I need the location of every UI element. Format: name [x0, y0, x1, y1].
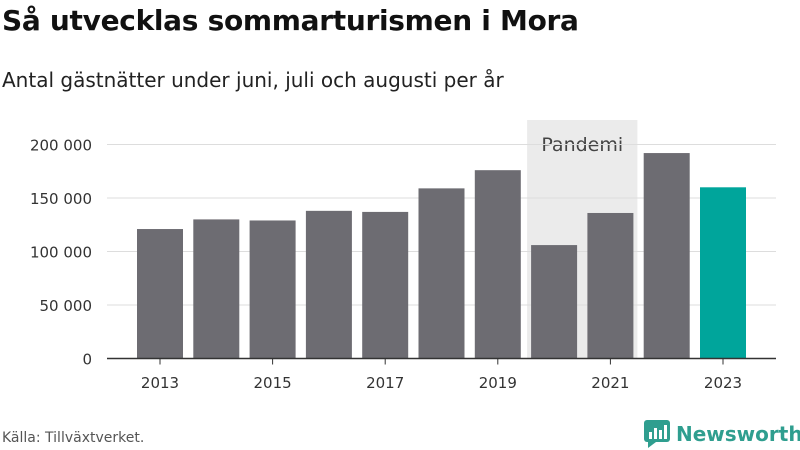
brand-name: Newsworthy — [676, 422, 800, 446]
bar-2014 — [193, 219, 240, 359]
source-note: Källa: Tillväxtverket. — [2, 430, 145, 446]
y-tick-label: 200 000 — [30, 137, 92, 155]
y-tick-label: 50 000 — [40, 297, 93, 315]
chart-subtitle: Antal gästnätter under juni, juli och au… — [2, 68, 504, 92]
bar-2017 — [362, 211, 409, 359]
x-tick-label: 2015 — [254, 374, 292, 392]
newsworthy-logo: Newsworthy — [644, 420, 800, 448]
x-tick-label: 2013 — [141, 374, 179, 392]
x-tick-label: 2019 — [479, 374, 517, 392]
chart-title: Så utvecklas sommarturismen i Mora — [2, 4, 579, 37]
y-tick-label: 150 000 — [30, 190, 92, 208]
bar-2021 — [587, 212, 634, 359]
bar-2020 — [531, 245, 578, 359]
bar-2013 — [137, 229, 183, 359]
bar-2023 — [700, 187, 746, 359]
bar-2015 — [249, 220, 296, 359]
y-tick-label: 0 — [82, 351, 92, 369]
x-tick-label: 2017 — [366, 374, 404, 392]
newsworthy-icon — [644, 420, 670, 448]
x-tick-label: 2023 — [704, 374, 742, 392]
bar-2019 — [474, 170, 521, 359]
bar-2022 — [643, 153, 690, 359]
bar-2016 — [305, 210, 352, 359]
bar-2018 — [418, 188, 465, 359]
x-tick-label: 2021 — [591, 374, 629, 392]
y-tick-label: 100 000 — [30, 244, 92, 262]
